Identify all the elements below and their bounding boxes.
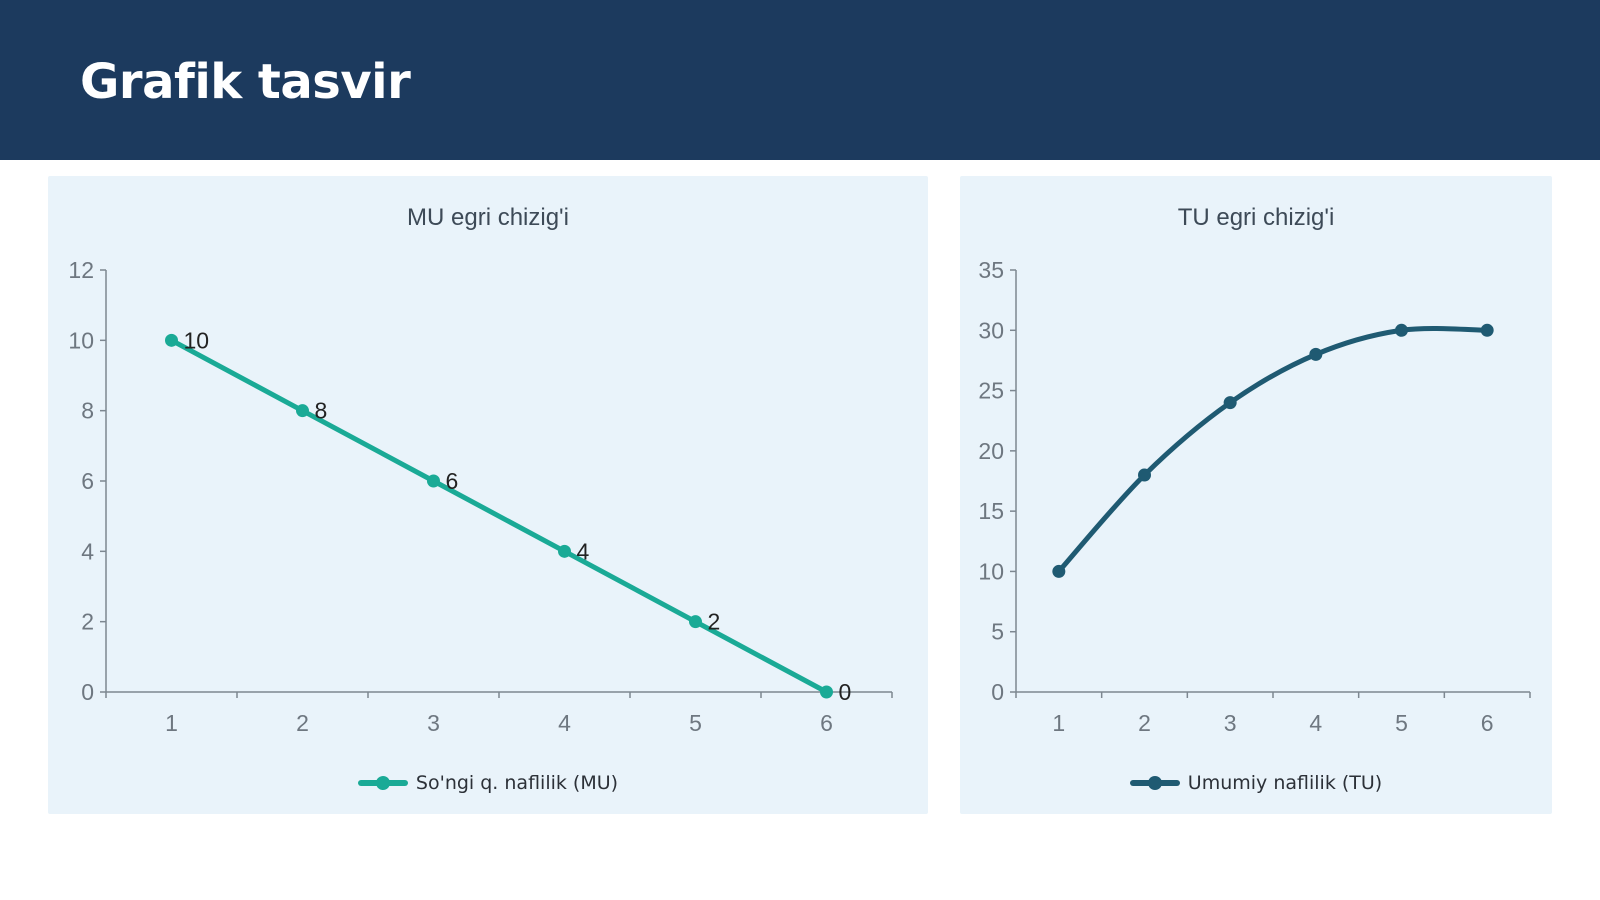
tu-chart-title: TU egri chizig'i [1177,204,1335,231]
y-tick-label: 12 [68,257,94,283]
data-point [1395,323,1408,337]
x-tick-label: 3 [1224,710,1237,736]
x-tick-label: 5 [1395,710,1408,736]
mu-legend-label: So'ngi q. naflilik (MU) [415,772,619,794]
y-tick-label: 10 [68,327,94,353]
x-tick-label: 1 [165,710,178,736]
slide-header: Grafik tasvir [0,0,1600,160]
x-tick-label: 6 [1481,710,1494,736]
data-point [296,404,309,418]
x-tick-label: 6 [820,710,833,736]
y-tick-label: 20 [978,438,1004,464]
y-tick-label: 30 [978,317,1004,343]
data-label: 2 [708,609,721,635]
tu-chart-plot: 0 5 10 15 20 25 30 35 1 2 3 4 5 6 [978,257,1531,736]
data-label: 0 [839,679,852,705]
tu-legend: Umumiy naflilik (TU) [960,772,1552,794]
tu-legend-label: Umumiy naflilik (TU) [1187,772,1383,794]
y-tick-label: 35 [978,257,1004,283]
data-point [1480,323,1494,337]
y-tick-label: 15 [978,498,1004,524]
x-tick-label: 3 [427,710,440,736]
mu-legend-swatch [357,776,408,790]
data-point [1052,564,1066,578]
y-tick-label: 5 [991,619,1004,645]
x-tick-label: 2 [296,710,309,736]
x-tick-label: 1 [1052,710,1065,736]
data-point [689,615,702,629]
mu-legend: So'ngi q. naflilik (MU) [48,772,928,794]
data-label: 8 [315,398,328,424]
y-tick-label: 4 [81,538,94,564]
data-point [1138,468,1151,482]
x-tick-label: 4 [1309,710,1322,736]
data-label: 6 [446,468,459,494]
y-tick-label: 8 [81,398,94,424]
data-point [1223,396,1237,410]
x-tick-label: 2 [1138,710,1151,736]
tu-legend-swatch [1129,776,1180,790]
y-tick-label: 25 [978,378,1004,404]
y-tick-label: 0 [81,679,94,705]
data-label: 4 [577,538,590,564]
data-point [558,544,571,558]
data-point [1309,347,1323,361]
data-label: 10 [184,327,210,353]
mu-chart-title: MU egri chizig'i [407,204,569,231]
series-line [1056,326,1490,574]
y-tick-label: 10 [978,558,1004,584]
page-title: Grafik tasvir [80,54,411,110]
x-tick-label: 5 [689,710,702,736]
data-point [427,474,440,488]
y-tick-label: 2 [81,609,94,635]
series-line [169,337,829,695]
y-tick-label: 6 [81,468,94,494]
data-point [165,333,178,347]
y-tick-label: 0 [991,679,1004,705]
data-point [820,685,833,699]
tu-chart-panel: TU egri chizig'i 0 5 10 15 20 25 30 35 1 2 3 4 5 6 Um… [960,176,1552,814]
mu-chart-panel: MU egri chizig'i 0 2 4 6 8 10 12 1 2 3 4 5 6 10 8 6 4 2 0 … [48,176,928,814]
x-tick-label: 4 [558,710,571,736]
